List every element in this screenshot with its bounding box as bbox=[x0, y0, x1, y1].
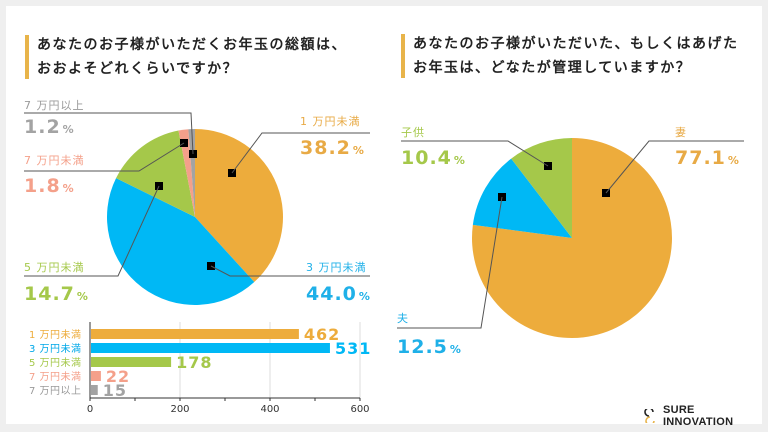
pie-1-label-under-10k: 1 万円未満 bbox=[300, 115, 361, 128]
title-accent-bar bbox=[401, 34, 405, 78]
bar bbox=[91, 371, 101, 381]
pie-2-percent-husband: 12.5% bbox=[397, 336, 462, 358]
question-2-line-1: あなたのお子様がいただいた、もしくはあげた bbox=[413, 36, 739, 52]
bar-value-label: 531 bbox=[335, 339, 371, 358]
pie-1-percent-under-50k: 14.7% bbox=[24, 283, 89, 305]
pie-2-leader-lines bbox=[397, 140, 744, 329]
leader-line bbox=[210, 265, 370, 277]
pie-1-percent-under-30k: 44.0% bbox=[306, 283, 371, 305]
pie-1-label-over-70k: 7 万円以上 bbox=[24, 99, 85, 112]
question-2-line-2: お年玉は、どなたが管理していますか？ bbox=[413, 60, 692, 76]
pie-2-percent-wife: 77.1% bbox=[675, 147, 740, 169]
pie-2-label-husband: 夫 bbox=[397, 312, 409, 325]
bar-category-label: 5 万円未満 bbox=[29, 358, 82, 369]
title-accent-bar bbox=[25, 35, 29, 79]
bar-category-label: 1 万円未満 bbox=[29, 330, 82, 341]
logo-icon bbox=[644, 409, 655, 423]
question-1-line-2: おおよそどれくらいですか？ bbox=[37, 61, 239, 77]
pie-2-percent-child: 10.4% bbox=[401, 147, 466, 169]
pie-1-slice bbox=[116, 130, 195, 217]
bar bbox=[91, 385, 98, 395]
leader-line bbox=[397, 196, 503, 329]
bar bbox=[91, 343, 330, 353]
bar-x-tick-label: 0 bbox=[87, 404, 93, 415]
pie-2-label-child: 子供 bbox=[401, 126, 425, 139]
pie-1-leader-lines bbox=[24, 112, 370, 277]
bar-category-label: 3 万円未満 bbox=[29, 344, 82, 355]
leader-line bbox=[605, 140, 744, 194]
pie-2-slice bbox=[472, 158, 572, 238]
leader-line bbox=[24, 142, 185, 172]
bar-value-label: 15 bbox=[103, 381, 127, 400]
bar bbox=[91, 329, 299, 339]
question-1-title: あなたのお子様がいただくお年玉の総額は、 おおよそどれくらいですか？ bbox=[25, 33, 347, 81]
bar-value-label: 178 bbox=[176, 353, 212, 372]
pie-1-slice bbox=[195, 129, 283, 283]
pie-2-label-wife: 妻 bbox=[675, 126, 687, 139]
question-2-title: あなたのお子様がいただいた、もしくはあげた お年玉は、どなたが管理していますか？ bbox=[401, 32, 739, 80]
pie-1-label-under-70k: 7 万円未満 bbox=[24, 154, 85, 167]
pie-1-slice bbox=[107, 178, 255, 305]
bar-category-label: 7 万円以上 bbox=[29, 386, 82, 397]
pie-1-percent-under-70k: 1.8% bbox=[24, 175, 75, 197]
brand-logo: SURE INNOVATION bbox=[644, 404, 768, 428]
pie-2-slice bbox=[511, 138, 572, 238]
pie-1-slice bbox=[178, 129, 195, 217]
brand-name: SURE INNOVATION bbox=[662, 404, 734, 428]
pie-1-percent-over-70k: 1.2% bbox=[24, 116, 75, 138]
leader-line bbox=[24, 112, 194, 155]
pie-1-label-under-30k: 3 万円未満 bbox=[306, 261, 367, 274]
bar-value-label: 462 bbox=[304, 325, 340, 344]
bar-x-tick-label: 600 bbox=[350, 404, 369, 415]
bar-x-tick-label: 200 bbox=[170, 404, 189, 415]
bar bbox=[91, 357, 172, 367]
pie-1-percent-under-10k: 38.2% bbox=[300, 137, 365, 159]
bar-category-label: 7 万円未満 bbox=[29, 372, 82, 383]
pie-chart-manager bbox=[472, 138, 672, 338]
leader-line bbox=[401, 140, 549, 167]
bar-value-label: 22 bbox=[106, 367, 130, 386]
pie-1-label-under-50k: 5 万円未満 bbox=[24, 261, 85, 274]
leader-line bbox=[24, 185, 160, 277]
bar-x-tick-label: 400 bbox=[260, 404, 279, 415]
leader-line bbox=[231, 132, 370, 174]
pie-chart-amount bbox=[107, 129, 283, 305]
question-1-line-1: あなたのお子様がいただくお年玉の総額は、 bbox=[37, 37, 347, 53]
